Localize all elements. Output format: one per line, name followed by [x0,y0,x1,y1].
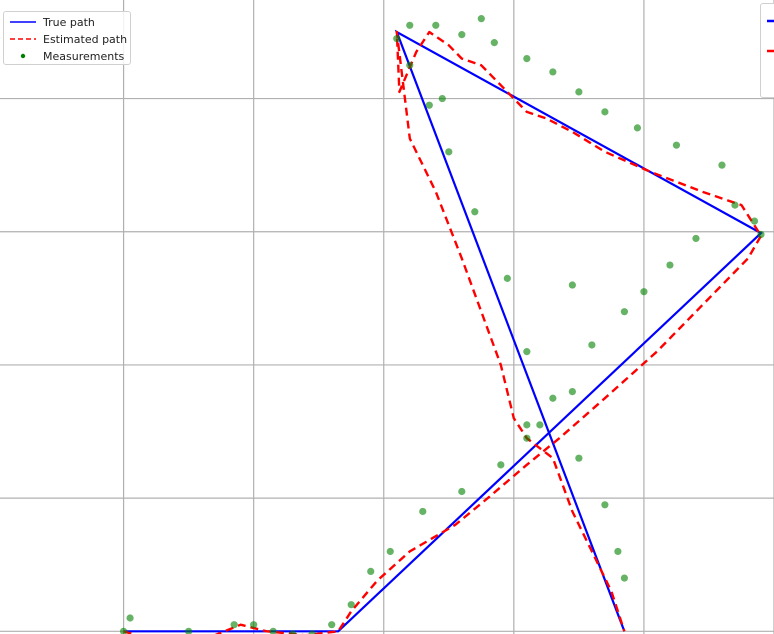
measurement-point [250,621,258,629]
measurement-point [438,94,446,103]
measurement-point [523,421,531,429]
true-path-series [123,29,763,633]
measurement-point [386,547,394,556]
measurement-point [588,341,596,349]
measurement-point [614,547,622,556]
measurement-point [471,208,479,216]
measurement-point [503,274,511,282]
measurement-point [666,261,674,269]
measurement-point [757,230,765,239]
measurement-point [185,627,193,634]
legend-entry-estimated-path: Estimated path [4,31,127,47]
estimated-path-line [123,30,763,634]
measurement-point [601,108,609,116]
measurement-point [406,21,414,29]
measurement-point [490,39,498,47]
measurement-point [445,148,453,156]
measurement-point [750,217,759,225]
measurement-point [568,387,576,396]
legend-label-measurements: Measurements [43,49,125,63]
measurement-point [328,621,336,629]
legend-label-estimated-path: Estimated path [43,32,128,46]
measurement-point [477,15,485,23]
legend-label-true-path: True path [43,15,95,29]
legend-dot-icon [20,53,26,59]
measurement-point [731,201,739,209]
measurement-point [308,630,316,634]
measurement-point [718,161,726,169]
measurement-point [640,288,648,296]
measurement-point [620,308,629,316]
legend-entry-true-path: True path [4,14,95,30]
measurement-point [549,68,557,76]
measurement-point [536,421,544,429]
measurement-point [425,101,433,109]
measurement-point [575,454,583,462]
second-legend-swatches [767,19,774,53]
measurement-point [126,614,134,622]
measurement-point [523,55,531,63]
measurement-point [620,574,629,582]
measurement-point [119,627,128,634]
second-legend-partial [760,3,774,98]
measurement-point [393,35,401,43]
measurement-point [575,88,583,96]
measurement-point [289,630,297,634]
measurement-point [458,487,466,496]
measurement-point [692,234,700,243]
measurement-point [458,31,466,39]
measurement-point [601,501,609,509]
measurement-point [497,461,505,469]
measurement-point [419,507,427,516]
measurement-point [406,61,414,69]
measurement-point [523,348,531,356]
true-path-line [123,29,763,633]
measurement-point [230,621,238,629]
measurement-point [269,627,277,634]
measurement-point [672,141,681,149]
measurement-point [347,601,355,609]
measurements-series [119,15,765,634]
measurement-point [432,21,440,29]
legend-line-solid-icon [10,21,36,23]
measurement-point [523,434,531,442]
measurement-point [633,124,642,132]
legend: True path Estimated path Measurements [3,11,131,65]
measurement-point [568,281,576,289]
legend-line-dashed-icon [10,38,36,40]
measurement-point [549,394,557,402]
measurement-point [367,567,375,575]
estimated-path-series [123,30,763,634]
legend-entry-measurements: Measurements [4,48,124,64]
